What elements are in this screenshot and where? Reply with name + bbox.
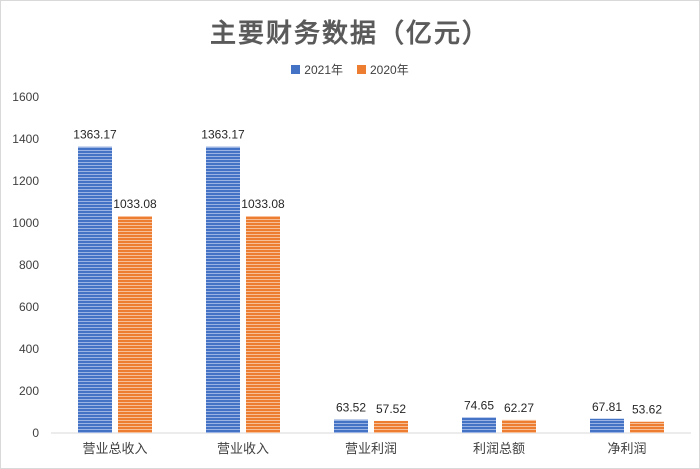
- legend-label-2021: 2021年: [304, 63, 343, 77]
- y-tick-label: 0: [32, 426, 39, 440]
- bar-data-label: 1033.08: [241, 197, 285, 211]
- bar-data-label: 53.62: [632, 403, 662, 417]
- bar-2021: [206, 146, 240, 433]
- bar-2021: [590, 418, 624, 433]
- chart-title: 主要财务数据（亿元）: [209, 19, 490, 49]
- bar-data-label: 67.81: [592, 400, 622, 414]
- bar-2020: [246, 216, 280, 433]
- y-tick-label: 600: [19, 300, 39, 314]
- x-tick-label: 利润总额: [473, 442, 525, 457]
- y-tick-label: 1200: [12, 174, 39, 188]
- bar-data-label: 57.52: [376, 402, 406, 416]
- y-tick-label: 800: [19, 258, 39, 272]
- x-tick-label: 营业总收入: [82, 442, 147, 457]
- legend-item-2020: 2020年: [357, 61, 409, 78]
- y-tick-label: 400: [19, 342, 39, 356]
- legend-item-2021: 2021年: [291, 61, 343, 78]
- bar-2021: [78, 146, 112, 433]
- bar-data-label: 74.65: [464, 398, 494, 412]
- y-tick-label: 200: [19, 384, 39, 398]
- y-tick-label: 1000: [12, 216, 39, 230]
- bar-2021: [462, 417, 496, 433]
- legend-swatch-2021: [291, 65, 301, 74]
- bar-data-label: 1363.17: [201, 128, 245, 142]
- bar-data-label: 1033.08: [113, 197, 157, 211]
- x-tick-label: 净利润: [607, 442, 646, 457]
- bar-data-label: 1363.17: [73, 128, 117, 142]
- bar-2020: [502, 419, 536, 433]
- x-tick-label: 营业利润: [345, 442, 397, 457]
- bar-2021: [334, 419, 368, 433]
- bar-2020: [374, 420, 408, 433]
- bar-2020: [630, 421, 664, 433]
- bar-data-label: 62.27: [504, 401, 534, 415]
- bar-2020: [118, 216, 152, 433]
- y-tick-label: 1600: [12, 90, 39, 104]
- legend-swatch-2020: [357, 65, 366, 74]
- chart-legend: 2021年 2020年: [1, 61, 699, 78]
- legend-label-2020: 2020年: [370, 63, 409, 77]
- y-tick-label: 1400: [12, 132, 39, 146]
- bar-data-label: 63.52: [336, 401, 366, 415]
- x-tick-label: 营业收入: [217, 442, 269, 457]
